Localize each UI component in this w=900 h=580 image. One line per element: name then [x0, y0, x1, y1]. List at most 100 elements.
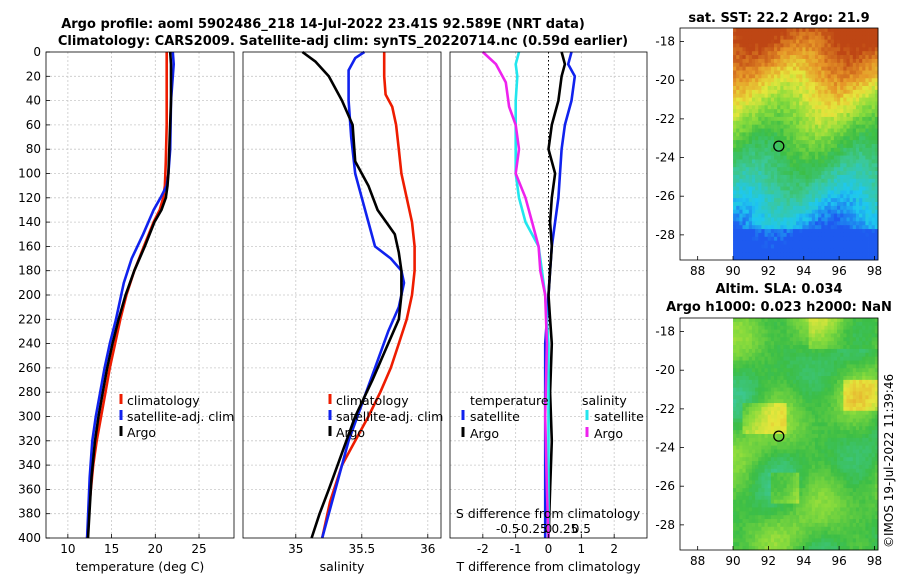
map-cell [852, 202, 857, 207]
map-cell [761, 484, 765, 489]
map-cell [874, 348, 879, 354]
map-cell [837, 174, 841, 180]
map-cell [852, 406, 857, 412]
map-cell [774, 70, 778, 75]
map-cell [751, 51, 756, 56]
map-cell [786, 105, 791, 110]
map-cell [865, 178, 869, 184]
map-cell [799, 449, 803, 454]
map-cell [849, 410, 854, 416]
map-cell [837, 457, 841, 462]
map-cell [811, 376, 816, 381]
map-cell [789, 457, 794, 462]
map-cell [777, 329, 781, 334]
map-cell [780, 372, 784, 377]
map-cell [859, 109, 863, 114]
map-cell [805, 391, 810, 396]
map-cell [871, 78, 876, 83]
map-cell [802, 410, 806, 416]
map-cell [739, 217, 743, 222]
map-cell [808, 372, 813, 377]
map-cell [777, 256, 781, 261]
map-cell [833, 167, 838, 172]
map-cell [818, 248, 822, 253]
map-cell [833, 391, 838, 396]
map-cell [792, 128, 797, 133]
map-cell [733, 221, 737, 226]
map-cell [742, 62, 747, 68]
map-cell [745, 372, 750, 377]
map-cell [745, 410, 750, 416]
map-cell [814, 368, 819, 373]
map-cell [802, 445, 806, 450]
map-cell [742, 151, 747, 156]
map-cell [818, 167, 822, 172]
map-cell [868, 468, 873, 474]
map-cell [868, 422, 873, 427]
map-cell [814, 232, 819, 238]
map-cell [859, 345, 863, 350]
map-cell [859, 132, 863, 137]
map-cell [846, 86, 851, 91]
map-cell [846, 445, 851, 450]
map-cell [808, 167, 813, 172]
map-cell [755, 337, 759, 342]
map-cell [764, 163, 769, 168]
map-cell [770, 101, 775, 106]
map-cell [865, 430, 869, 435]
map-cell [874, 480, 879, 485]
map-cell [868, 461, 873, 466]
map-cell [852, 140, 857, 145]
map-cell [742, 399, 747, 404]
map-cell [808, 464, 813, 470]
map-cell [767, 109, 772, 114]
map-cell [824, 213, 828, 218]
map-cell [865, 144, 869, 149]
map-cell [824, 66, 828, 71]
map-cell [874, 151, 879, 156]
map-cell [865, 132, 869, 137]
map-cell [770, 391, 775, 396]
map-cell [811, 70, 816, 75]
map-cell [742, 329, 747, 334]
map-cell [855, 368, 860, 373]
map-cell [821, 120, 825, 126]
map-cell [818, 333, 822, 338]
map-cell [777, 178, 781, 184]
map-cell [846, 140, 851, 145]
map-cell [736, 70, 740, 75]
map-cell [733, 47, 737, 52]
map-cell [818, 236, 822, 242]
map-cell [811, 116, 816, 122]
map-cell [770, 155, 775, 160]
map-cell [840, 124, 844, 129]
map-cell [755, 62, 759, 68]
map-cell [874, 178, 879, 184]
map-cell [777, 39, 781, 44]
map-cell [871, 244, 876, 249]
map-cell [736, 82, 740, 87]
map-cell [837, 410, 841, 416]
map-cell [814, 70, 819, 75]
map-cell [780, 167, 784, 172]
map-cell [849, 461, 854, 466]
map-cell [751, 78, 756, 83]
map-cell [818, 217, 822, 222]
map-cell [789, 341, 794, 346]
map-cell [748, 445, 753, 450]
map-cell [748, 464, 753, 470]
map-cell [808, 132, 813, 137]
map-cell [874, 97, 879, 102]
map-cell [833, 190, 838, 195]
map-cell [748, 399, 753, 404]
map-cell [764, 252, 769, 257]
map-cell [843, 430, 847, 435]
map-cell [808, 414, 813, 419]
map-cell [777, 484, 781, 489]
map-cell [764, 368, 769, 373]
map-cell [865, 70, 869, 75]
map-cell [777, 74, 781, 79]
map-cell [871, 62, 876, 68]
map-cell [837, 437, 841, 443]
map-cell [814, 163, 819, 168]
